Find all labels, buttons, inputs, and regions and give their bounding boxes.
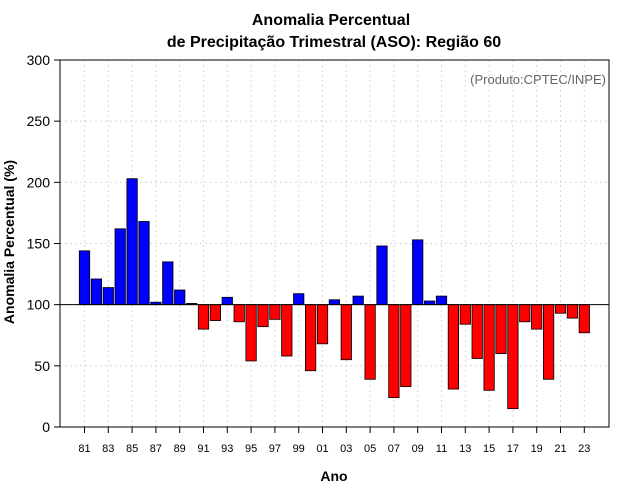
bar-03 xyxy=(340,304,352,361)
bar-91 xyxy=(197,304,210,330)
bar-17 xyxy=(507,304,519,410)
bar-06 xyxy=(376,245,388,306)
bar-19 xyxy=(531,304,543,330)
x-tick-label: 13 xyxy=(459,443,471,455)
x-tick-label: 23 xyxy=(578,443,590,455)
bar-16 xyxy=(495,304,507,354)
bar-20 xyxy=(543,304,555,380)
bar-14 xyxy=(471,304,483,359)
x-tick-label: 05 xyxy=(364,443,376,455)
y-axis: 0 50 100 150 200 250 300 xyxy=(27,52,60,435)
x-tick-label: 19 xyxy=(531,443,543,455)
x-tick-label: 81 xyxy=(78,443,90,455)
bar-09 xyxy=(412,239,424,306)
bar-01 xyxy=(316,304,329,345)
bar-04 xyxy=(352,295,364,306)
bar-94 xyxy=(233,304,245,323)
y-tick-label: 300 xyxy=(27,52,51,68)
bar-05 xyxy=(364,304,376,380)
x-tick-label: 03 xyxy=(340,443,352,455)
x-tick-label: 17 xyxy=(507,443,519,455)
y-tick-label: 250 xyxy=(27,113,51,129)
bar-98 xyxy=(281,304,293,357)
x-tick-label: 95 xyxy=(245,443,257,455)
chart-title: Anomalia Percentual xyxy=(252,12,410,29)
bar-10 xyxy=(423,300,436,306)
bar-86 xyxy=(138,221,150,306)
bar-96 xyxy=(257,304,269,328)
bar-11 xyxy=(435,295,448,306)
bar-84 xyxy=(114,228,126,306)
chart-subtitle: de Precipitação Trimestral (ASO): Região… xyxy=(167,34,501,51)
x-tick-label: 85 xyxy=(126,443,138,455)
y-tick-label: 50 xyxy=(34,358,50,374)
x-tick-label: 07 xyxy=(388,443,400,455)
bar-89 xyxy=(174,289,186,306)
y-tick-label: 100 xyxy=(27,297,51,313)
x-axis-label: Ano xyxy=(320,468,347,484)
bar-81 xyxy=(78,250,91,306)
bar-97 xyxy=(269,304,281,320)
bar-22 xyxy=(566,304,579,319)
x-tick-label: 83 xyxy=(102,443,114,455)
x-tick-label: 91 xyxy=(197,443,209,455)
bar-88 xyxy=(162,261,174,306)
bar-92 xyxy=(209,304,221,321)
bar-82 xyxy=(90,278,102,306)
bar-15 xyxy=(483,304,495,391)
y-tick-label: 200 xyxy=(27,174,51,190)
x-tick-label: 15 xyxy=(483,443,495,455)
x-tick-label: 01 xyxy=(316,443,328,455)
bars xyxy=(78,178,590,410)
bar-83 xyxy=(102,287,114,306)
x-tick-label: 89 xyxy=(174,443,186,455)
x-axis: 81 83 85 87 89 91 93 95 97 99 01 03 05 07 09 11 13 15 17 19… xyxy=(78,427,590,455)
bar-23 xyxy=(578,304,590,334)
x-tick-label: 11 xyxy=(436,443,447,455)
bar-08 xyxy=(400,304,412,388)
x-tick-label: 97 xyxy=(269,443,281,455)
product-annotation: (Produto:CPTEC/INPE) xyxy=(470,72,606,87)
bar-93 xyxy=(221,296,233,306)
y-tick-label: 0 xyxy=(42,419,50,435)
x-tick-label: 99 xyxy=(293,443,305,455)
bar-02 xyxy=(328,299,341,306)
x-tick-label: 93 xyxy=(221,443,233,455)
x-tick-label: 87 xyxy=(150,443,162,455)
bar-18 xyxy=(519,304,531,323)
bar-95 xyxy=(245,304,257,362)
y-axis-label: Anomalia Percentual (%) xyxy=(1,160,17,324)
bar-21 xyxy=(554,304,567,314)
bar-07 xyxy=(388,304,400,399)
bar-85 xyxy=(126,178,138,306)
bar-13 xyxy=(459,304,471,325)
bar-00 xyxy=(304,304,317,372)
x-tick-label: 09 xyxy=(412,443,424,455)
bar-99 xyxy=(293,293,305,306)
bar-12 xyxy=(447,304,460,390)
y-tick-label: 150 xyxy=(27,236,51,252)
x-tick-label: 21 xyxy=(554,443,566,455)
